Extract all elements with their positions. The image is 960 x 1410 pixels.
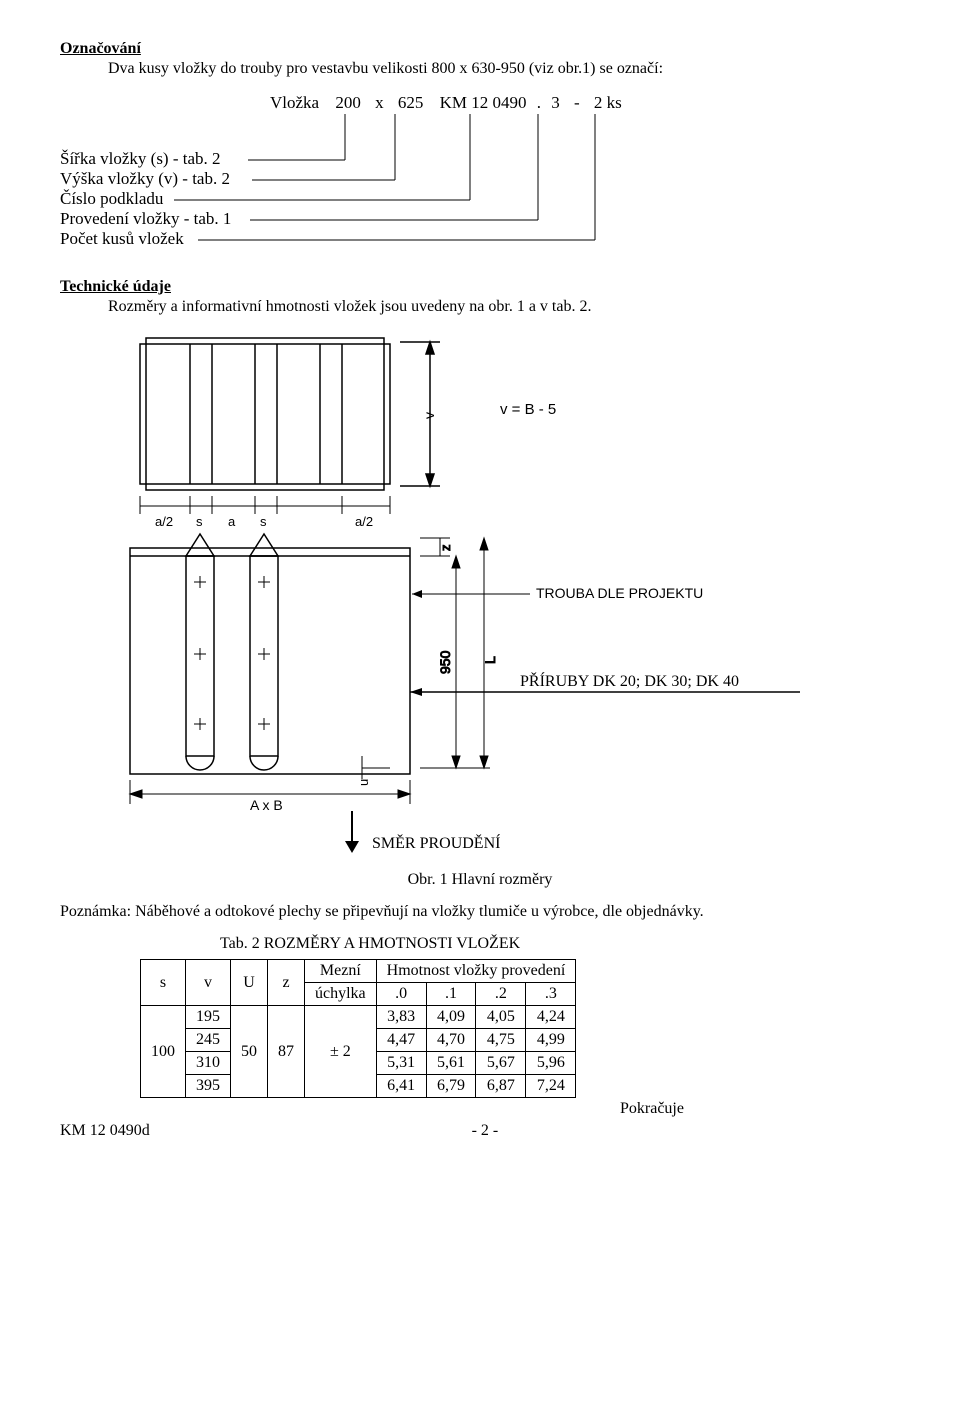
cell: 7,24	[526, 1075, 576, 1098]
cell: 4,05	[476, 1006, 526, 1029]
col-p1: .1	[426, 983, 476, 1006]
cell: 5,96	[526, 1052, 576, 1075]
svg-text:z: z	[438, 545, 453, 552]
svg-text:Číslo podkladu: Číslo podkladu	[60, 189, 164, 208]
col-hmotnost: Hmotnost vložky provedení	[376, 960, 576, 983]
figure-main: v v = B - 5 a/2 s a s a/2	[100, 324, 820, 824]
svg-text:u: u	[356, 779, 371, 786]
cell-z: 87	[268, 1006, 305, 1098]
cell: 4,09	[426, 1006, 476, 1029]
cell: 6,41	[376, 1075, 426, 1098]
cell-s: 100	[141, 1006, 186, 1098]
col-z: z	[268, 960, 305, 1006]
svg-text:Výška vložky (v) - tab. 2: Výška vložky (v) - tab. 2	[60, 169, 230, 188]
svg-text:PŘÍRUBY DK 20; DK 30; DK 40: PŘÍRUBY DK 20; DK 30; DK 40	[520, 671, 739, 690]
cell: 3,83	[376, 1006, 426, 1029]
table-head-row-1: s v U z Mezní Hmotnost vložky provedení	[141, 960, 576, 983]
cell: 4,47	[376, 1029, 426, 1052]
col-mezni: Mezní	[305, 960, 377, 983]
cell: 6,79	[426, 1075, 476, 1098]
cell-v: 395	[186, 1075, 231, 1098]
cell: 4,70	[426, 1029, 476, 1052]
cell-v: 195	[186, 1006, 231, 1029]
table-caption: Tab. 2 ROZMĚRY A HMOTNOSTI VLOŽEK	[220, 935, 900, 953]
section-title-oznacovani: Označování	[60, 40, 900, 58]
svg-text:v: v	[421, 412, 437, 419]
svg-text:TROUBA DLE PROJEKTU: TROUBA DLE PROJEKTU	[536, 585, 703, 601]
svg-text:Vložka 200 x 625: Vložka 200 x 625 KM 12 0490 . 3 - 2 ks	[270, 93, 622, 112]
flow-label: SMĚR PROUDĚNÍ	[372, 835, 500, 853]
svg-text:a: a	[228, 514, 236, 529]
cell-v: 245	[186, 1029, 231, 1052]
designation-bracket-diagram: Vložka 200 x 625 KM 12 0490 . 3 - 2 ks Š…	[60, 88, 840, 268]
section-title-tech: Technické údaje	[60, 278, 900, 296]
col-p3: .3	[526, 983, 576, 1006]
footer-doc-id: KM 12 0490d	[60, 1122, 150, 1140]
cell-v: 310	[186, 1052, 231, 1075]
svg-text:Provedení vložky - tab. 1: Provedení vložky - tab. 1	[60, 209, 231, 228]
col-p2: .2	[476, 983, 526, 1006]
footer-page-num: - 2 -	[472, 1122, 499, 1140]
table-rozmery: s v U z Mezní Hmotnost vložky provedení …	[140, 959, 576, 1098]
svg-text:Počet kusů vložek: Počet kusů vložek	[60, 229, 184, 248]
intro-oznacovani: Dva kusy vložky do trouby pro vestavbu v…	[108, 60, 900, 78]
col-p0: .0	[376, 983, 426, 1006]
cell: 4,75	[476, 1029, 526, 1052]
svg-text:950: 950	[437, 650, 453, 674]
svg-text:v = B - 5: v = B - 5	[500, 401, 556, 418]
cell: 5,61	[426, 1052, 476, 1075]
table-row: 100 195 50 87 ± 2 3,83 4,09 4,05 4,24	[141, 1006, 576, 1029]
cell: 5,67	[476, 1052, 526, 1075]
cell: 4,24	[526, 1006, 576, 1029]
col-uchylka: úchylka	[305, 983, 377, 1006]
col-v: v	[186, 960, 231, 1006]
cell-U: 50	[231, 1006, 268, 1098]
col-U: U	[231, 960, 268, 1006]
svg-text:Šířka vložky (s) - tab. 2: Šířka vložky (s) - tab. 2	[60, 149, 221, 168]
page-footer: KM 12 0490d - 2 -	[60, 1122, 820, 1140]
figure-caption: Obr. 1 Hlavní rozměry	[60, 871, 900, 889]
svg-text:a/2: a/2	[355, 514, 373, 529]
cell: 6,87	[476, 1075, 526, 1098]
cell: 5,31	[376, 1052, 426, 1075]
flow-arrow-icon	[340, 809, 364, 853]
cell: 4,99	[526, 1029, 576, 1052]
svg-text:A x B: A x B	[250, 797, 283, 813]
svg-text:L: L	[482, 656, 498, 664]
table-continues: Pokračuje	[620, 1100, 900, 1118]
svg-text:s: s	[196, 514, 203, 529]
col-s: s	[141, 960, 186, 1006]
svg-text:a/2: a/2	[155, 514, 173, 529]
cell-uchylka: ± 2	[305, 1006, 377, 1098]
intro-tech: Rozměry a informativní hmotnosti vložek …	[108, 298, 900, 316]
svg-text:s: s	[260, 514, 267, 529]
note-text: Poznámka: Náběhové a odtokové plechy se …	[60, 903, 900, 921]
